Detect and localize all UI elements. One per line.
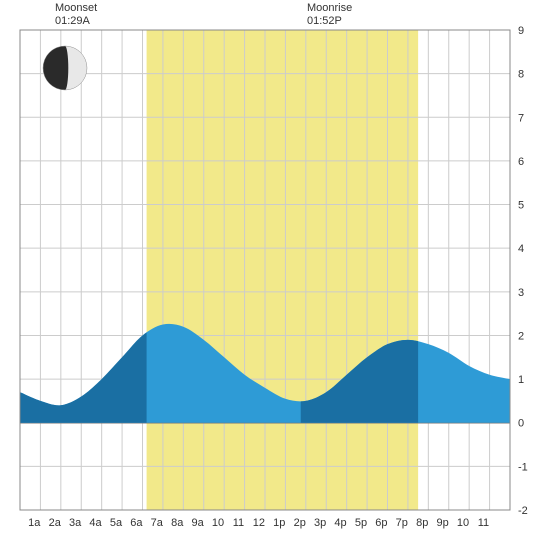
y-tick-label: 2	[518, 330, 524, 342]
sunlight-band	[147, 30, 419, 510]
y-tick-label: 1	[518, 374, 524, 386]
x-tick-label: 3a	[69, 517, 82, 529]
moonrise-title: Moonrise	[307, 2, 352, 14]
x-tick-label: 8p	[416, 517, 428, 529]
tide-chart: Moonset 01:29A Moonrise 01:52P -2-101234…	[0, 0, 550, 550]
x-tick-label: 3p	[314, 517, 326, 529]
moon-phase-icon	[43, 46, 87, 90]
x-tick-label: 11	[478, 517, 489, 529]
y-tick-label: 6	[518, 156, 524, 168]
y-tick-label: 3	[518, 287, 524, 299]
x-tick-label: 2p	[294, 517, 306, 529]
x-tick-label: 1a	[28, 517, 41, 529]
x-tick-label: 11	[233, 517, 244, 529]
y-tick-label: 5	[518, 200, 524, 212]
x-tick-label: 9a	[192, 517, 205, 529]
x-tick-label: 6a	[130, 517, 143, 529]
x-tick-label: 4a	[89, 517, 102, 529]
x-tick-label: 5a	[110, 517, 123, 529]
chart-svg: -2-101234567891a2a3a4a5a6a7a8a9a1011121p…	[0, 0, 550, 550]
x-tick-label: 6p	[375, 517, 387, 529]
x-tick-label: 4p	[334, 517, 346, 529]
x-tick-label: 7p	[396, 517, 408, 529]
x-tick-label: 5p	[355, 517, 367, 529]
moonrise-time: 01:52P	[307, 15, 342, 27]
moonrise-label: Moonrise 01:52P	[307, 2, 352, 28]
x-tick-label: 8a	[171, 517, 184, 529]
y-tick-label: 9	[518, 25, 524, 37]
x-tick-label: 12	[253, 517, 265, 529]
x-tick-label: 7a	[151, 517, 164, 529]
y-tick-label: 4	[518, 243, 524, 255]
x-tick-label: 9p	[437, 517, 449, 529]
moonset-title: Moonset	[55, 2, 97, 14]
y-tick-label: 8	[518, 69, 524, 81]
x-tick-label: 2a	[49, 517, 62, 529]
y-tick-label: 0	[518, 418, 524, 430]
x-tick-label: 1p	[273, 517, 285, 529]
y-tick-label: 7	[518, 112, 524, 124]
moonset-label: Moonset 01:29A	[55, 2, 97, 28]
y-tick-label: -1	[518, 461, 528, 473]
x-tick-label: 10	[457, 517, 469, 529]
x-tick-label: 10	[212, 517, 224, 529]
moonset-time: 01:29A	[55, 15, 90, 27]
y-tick-label: -2	[518, 505, 528, 517]
